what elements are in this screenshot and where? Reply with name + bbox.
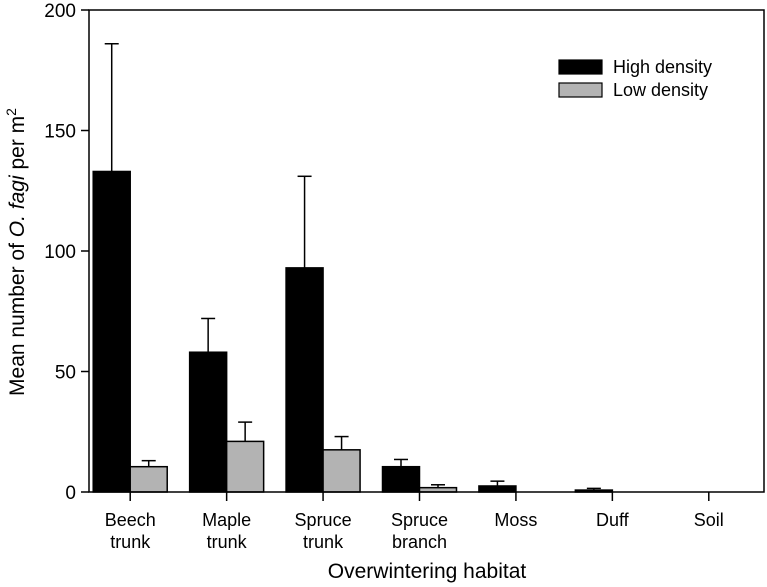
x-tick-label: Duff <box>596 510 630 530</box>
x-tick-label: branch <box>392 532 447 552</box>
x-tick-label: trunk <box>207 532 248 552</box>
y-tick-label: 100 <box>44 242 76 263</box>
y-tick-label: 50 <box>55 363 76 384</box>
bar-low-density <box>129 465 168 493</box>
axes-group: BeechtrunkMapletrunkSprucetrunkSprucebra… <box>44 1 765 552</box>
bar-low-density <box>225 440 265 493</box>
bar-high-density <box>188 351 228 493</box>
legend-label: High density <box>613 57 712 77</box>
x-tick-label: Moss <box>494 510 537 530</box>
x-tick-label: Maple <box>202 510 251 530</box>
y-tick-label: 200 <box>44 1 76 22</box>
legend-label: Low density <box>613 80 708 100</box>
legend: High density Low density <box>558 57 712 100</box>
y-tick-label: 150 <box>44 122 76 143</box>
x-tick-label: Beech <box>105 510 156 530</box>
bar-high-density <box>92 170 131 493</box>
x-tick-label: Spruce <box>391 510 448 530</box>
y-tick-label: 0 <box>65 483 76 504</box>
x-tick-label: Spruce <box>295 510 352 530</box>
x-tick-label: Soil <box>694 510 724 530</box>
bar-high-density <box>381 465 421 493</box>
y-axis-title: Mean number of O. fagi per m2 <box>3 108 29 396</box>
x-axis-title: Overwintering habitat <box>328 560 527 583</box>
bar-high-density <box>285 267 324 493</box>
bar-high-density <box>478 485 517 493</box>
bar-low-density <box>322 449 361 493</box>
bars-group <box>92 42 614 493</box>
x-tick-label: trunk <box>303 532 344 552</box>
legend-swatch <box>558 82 603 98</box>
legend-swatch <box>558 59 603 75</box>
x-tick-label: trunk <box>110 532 151 552</box>
